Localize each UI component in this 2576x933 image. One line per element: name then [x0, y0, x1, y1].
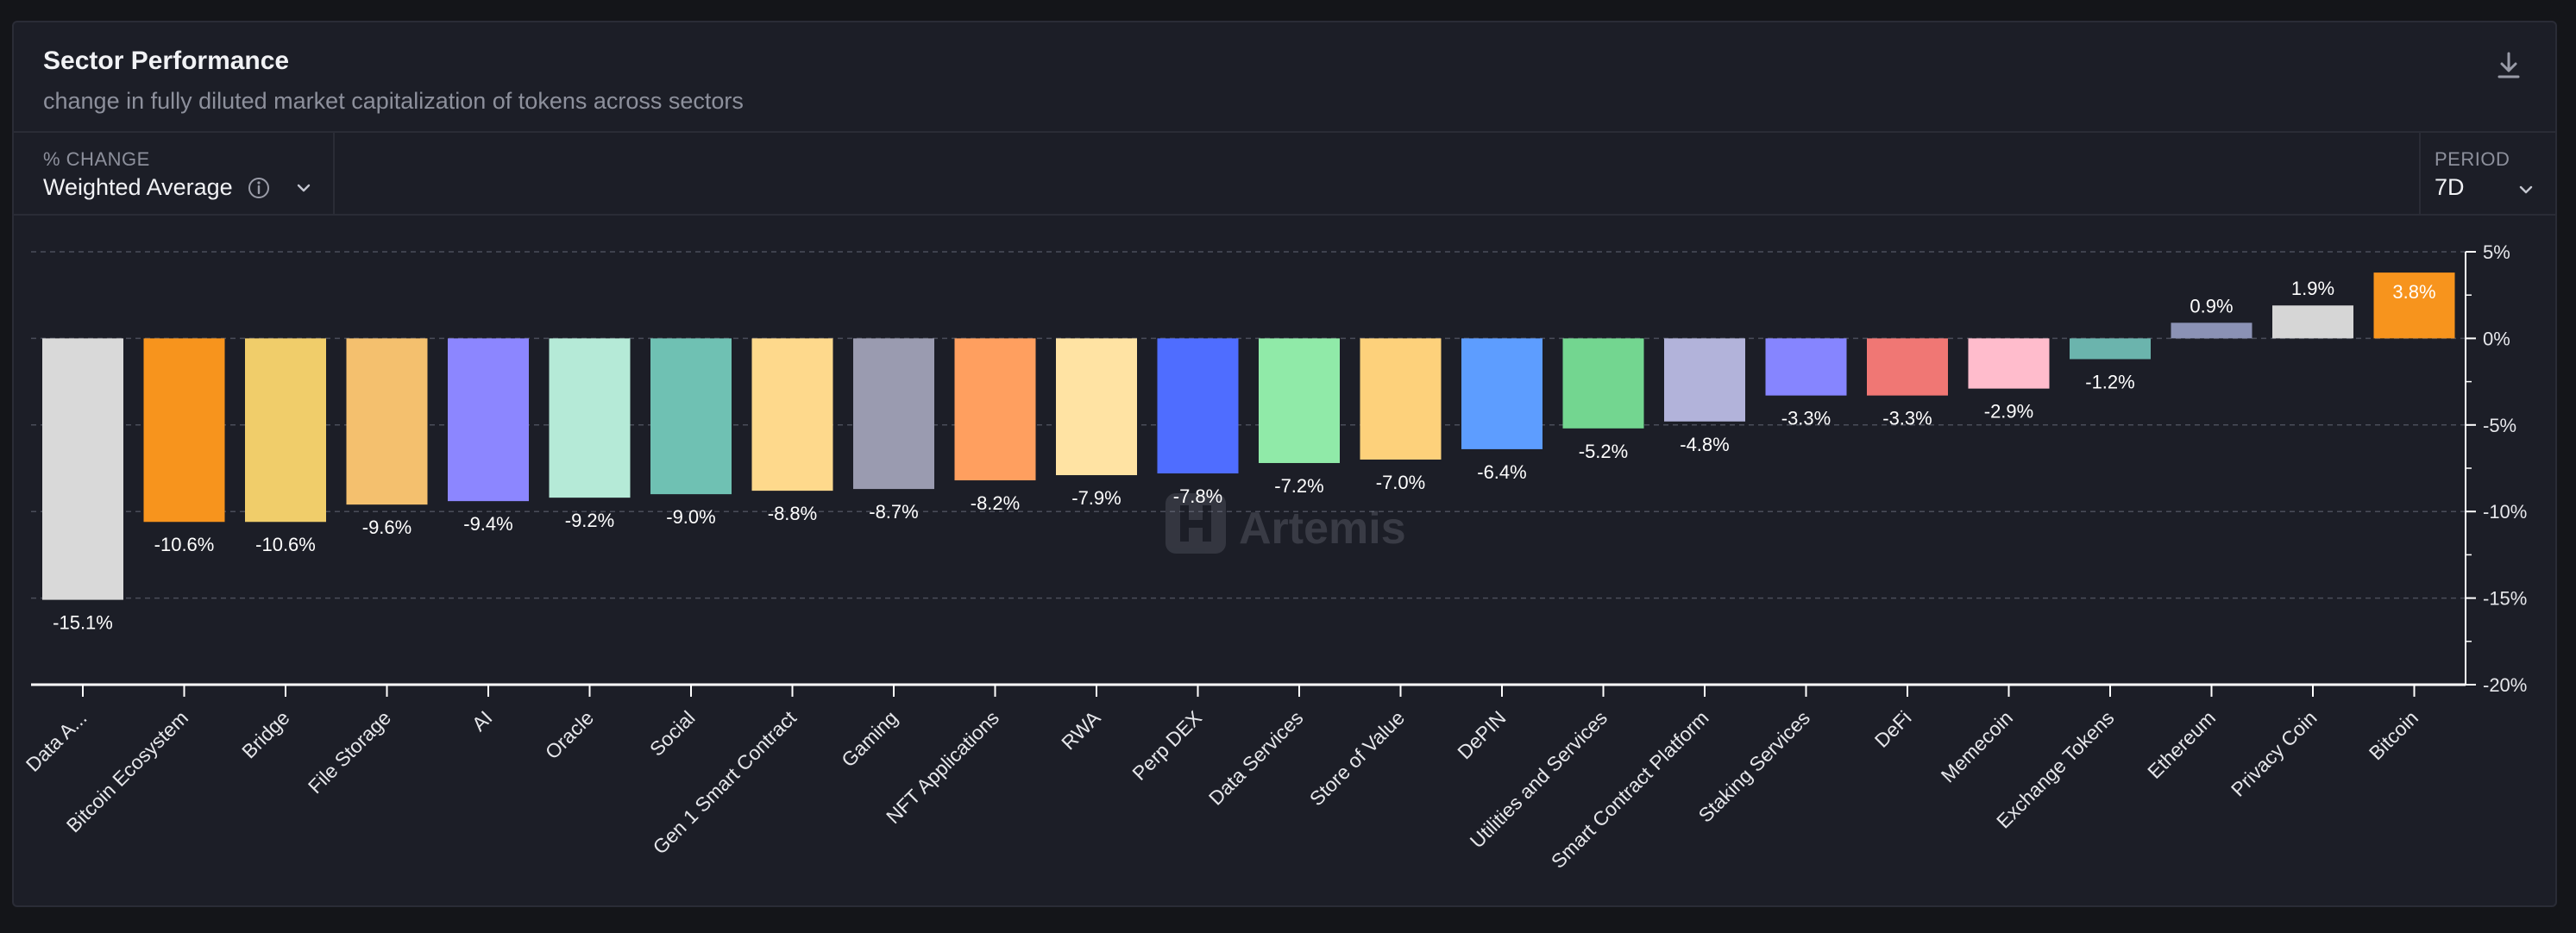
metric-label: % CHANGE — [43, 148, 150, 170]
category-labels: Data A...Bitcoin Ecosystem Bridge File Sto… — [22, 706, 2422, 873]
panel-title: Sector Performance — [43, 47, 290, 75]
category-label: NFT Applications — [882, 706, 1003, 828]
grid-lines — [31, 251, 2466, 599]
watermark-text: Artemis — [1239, 504, 1406, 554]
metric-value: Weighted Average — [43, 174, 233, 200]
bar[interactable] — [1360, 338, 1442, 460]
y-tick-label: -10% — [2483, 501, 2527, 523]
bar-value-label: -8.7% — [869, 501, 918, 523]
bar-value-label: -7.8% — [1173, 485, 1222, 507]
category-label: Oracle — [541, 706, 598, 763]
category-label: Memecoin — [1937, 706, 2017, 786]
period-label: PERIOD — [2435, 148, 2510, 170]
bar[interactable] — [1259, 338, 1340, 463]
controls-bar: % CHANGE Weighted Average PERIOD 7D — [14, 133, 2555, 216]
bar-value-label: -4.8% — [1680, 434, 1729, 455]
bar-value-label: -3.3% — [1781, 408, 1831, 429]
y-tick-label: 0% — [2483, 328, 2510, 349]
bar[interactable] — [245, 338, 326, 523]
bar-value-label: -7.9% — [1071, 487, 1121, 509]
chevron-down-icon — [2519, 185, 2533, 194]
y-tick-label: 5% — [2483, 241, 2510, 263]
bar[interactable] — [1664, 338, 1745, 422]
category-label: Gaming — [837, 706, 902, 771]
bar[interactable] — [42, 338, 123, 600]
bar[interactable] — [2171, 322, 2252, 339]
bar[interactable] — [448, 338, 529, 502]
category-label: Privacy Coin — [2227, 706, 2322, 801]
bar-value-label: 0.9% — [2190, 295, 2233, 316]
bar[interactable] — [853, 338, 934, 490]
category-label: Bridge — [237, 706, 293, 762]
category-label: DePIN — [1453, 706, 1510, 763]
bar-value-label: -3.3% — [1882, 408, 1932, 429]
bar-value-label: -7.2% — [1274, 475, 1323, 497]
bar-value-label: -8.8% — [768, 503, 817, 524]
chevron-down-icon — [297, 184, 311, 192]
bar-value-label: -10.6% — [255, 534, 316, 555]
bar-value-label: -10.6% — [154, 534, 215, 555]
y-tick-label: -5% — [2483, 415, 2516, 436]
bar[interactable] — [1461, 338, 1542, 449]
bar[interactable] — [2272, 305, 2353, 339]
bar[interactable] — [1056, 338, 1137, 476]
artemis-watermark: Artemis — [1165, 493, 1406, 554]
download-icon[interactable] — [2490, 47, 2528, 85]
bar-value-label: -2.9% — [1984, 401, 2033, 423]
category-label: AI — [468, 706, 497, 736]
metric-dropdown[interactable]: % CHANGE Weighted Average — [14, 133, 335, 214]
category-label: File Storage — [304, 706, 395, 798]
bar[interactable] — [1968, 338, 2050, 389]
bars — [42, 272, 2455, 600]
category-label: Data A... — [22, 706, 91, 776]
bar[interactable] — [346, 338, 428, 505]
bar-value-label: -8.2% — [971, 492, 1020, 514]
y-tick-label: -15% — [2483, 588, 2527, 610]
bar-value-label: -9.2% — [565, 510, 614, 531]
panel-header: Sector Performance change in fully dilut… — [14, 22, 2555, 133]
info-icon[interactable] — [247, 176, 271, 200]
category-label: Social — [645, 706, 700, 761]
bar-value-label: -6.4% — [1477, 461, 1526, 483]
bar[interactable] — [1157, 338, 1239, 474]
axes: 5% 0% -5% -10% -15% -20% — [31, 241, 2527, 697]
bar-value-label: -7.0% — [1376, 472, 1425, 493]
category-label: Ethereum — [2143, 706, 2220, 783]
sector-bar-chart: Artemis -15.1% -10.6% -10.6% -9.6% -9.4% -9.2… — [22, 241, 2528, 873]
period-value: 7D — [2435, 174, 2465, 200]
sector-performance-panel: Sector Performance change in fully dilut… — [12, 21, 2557, 907]
bar[interactable] — [549, 338, 631, 498]
bar-value-label: -15.1% — [53, 612, 113, 634]
category-label: DeFi — [1870, 706, 1916, 752]
bar-value-label: 3.8% — [2392, 281, 2435, 303]
bar[interactable] — [2070, 338, 2151, 360]
category-label: Bitcoin — [2365, 706, 2422, 764]
category-label: Perp DEX — [1128, 706, 1206, 785]
bar[interactable] — [751, 338, 833, 492]
bar-value-label: -1.2% — [2085, 371, 2134, 392]
period-dropdown[interactable]: PERIOD 7D — [2419, 133, 2555, 214]
category-label: Store of Value — [1305, 706, 1409, 810]
bar[interactable] — [650, 338, 732, 495]
bar-value-label: -5.2% — [1579, 441, 1628, 462]
bar-value-label: -9.4% — [463, 513, 512, 535]
y-tick-label: -20% — [2483, 674, 2527, 696]
bar-value-label: -9.6% — [362, 517, 412, 538]
bar[interactable] — [143, 338, 225, 523]
category-label: Staking Services — [1694, 706, 1815, 827]
bar-value-label: 1.9% — [2291, 278, 2334, 299]
panel-subtitle: change in fully diluted market capitaliz… — [43, 88, 744, 114]
value-labels: -15.1% -10.6% -10.6% -9.6% -9.4% -9.2% -9.0% -8… — [53, 278, 2435, 633]
bar[interactable] — [1765, 338, 1847, 396]
bar[interactable] — [2373, 272, 2455, 339]
category-label: Data Services — [1204, 706, 1308, 810]
bar[interactable] — [1867, 338, 1948, 396]
bar[interactable] — [954, 338, 1036, 481]
bar[interactable] — [1562, 338, 1644, 429]
bar-value-label: -9.0% — [666, 506, 715, 528]
category-label: RWA — [1057, 706, 1105, 755]
